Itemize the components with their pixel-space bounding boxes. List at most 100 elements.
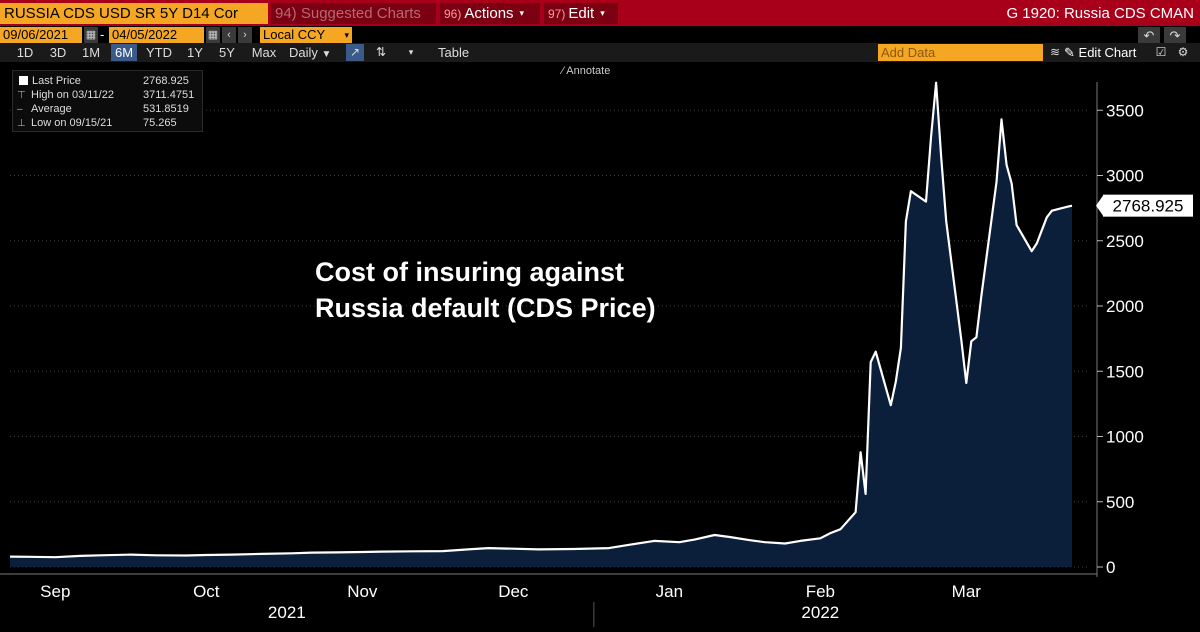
x-tick-label: Oct [193,582,220,601]
actions-menu-button[interactable]: 96) Actions ▾ [440,3,540,24]
y-tick-label: 3000 [1106,167,1144,186]
start-date-input[interactable]: 09/06/2021 [0,27,82,43]
table-button[interactable]: Table [438,45,470,60]
chart-toolbar: 1D 3D 1M 6M YTD 1Y 5Y Max Daily ▼ ↗ ⇅ ▾ … [0,43,1200,62]
chevron-down-icon: ▼ [321,49,332,60]
y-tick-label: 2500 [1106,232,1144,251]
calendar-icon[interactable]: ▦ [206,27,220,43]
add-data-input[interactable]: Add Data [878,44,1043,61]
period-1m[interactable]: 1M [81,45,101,60]
x-year-label: 2021 [268,603,306,622]
legend-box[interactable]: Last Price 2768.925 ⊤ High on 03/11/22 37… [12,70,203,132]
x-year-label: 2022 [801,603,839,622]
average-marker-icon: – [17,104,23,115]
chart-annotation-text: Cost of insuring against Russia default … [315,254,795,326]
last-price-box [1103,194,1193,217]
y-tick-label: 1000 [1106,428,1144,447]
y-axis: 0 500 1000 1500 2000 2500 3000 3500 [1096,82,1144,577]
y-tick-label: 2000 [1106,297,1144,316]
header-bar: RUSSIA CDS USD SR 5Y D14 Cor 94) Suggest… [0,0,1200,26]
edit-num: 97) [548,7,566,21]
legend-value: 531.8519 [143,103,189,115]
frequency-label: Daily [289,45,318,60]
price-area-fill [10,82,1072,567]
annotate-label: Annotate [566,65,611,77]
calendar-icon[interactable]: ▦ [84,27,98,43]
x-tick-label: Mar [952,582,982,601]
period-ytd[interactable]: YTD [146,45,172,60]
x-axis: Sep Oct Nov Dec Jan Feb Mar 2021 2022 [0,573,1097,627]
last-price-value: 2768.925 [1113,197,1184,216]
currency-select[interactable]: Local CCY ▾ [260,27,352,43]
frequency-select[interactable]: Daily ▼ [289,44,331,61]
y-tick-label: 1500 [1106,362,1144,381]
period-3d[interactable]: 3D [49,45,67,60]
redo-icon[interactable]: ↷ [1164,27,1186,44]
pencil-icon: ✎ [1064,45,1075,60]
y-tick-label: 500 [1106,493,1134,512]
period-max[interactable]: Max [251,45,277,60]
low-marker-icon: ⊥ [17,118,26,129]
legend-label: High on 03/11/22 [31,89,114,101]
x-tick-label: Jan [656,582,683,601]
cds-price-chart: 0 500 1000 1500 2000 2500 3000 3500 Sep Oct Nov De… [0,81,1193,627]
legend-low: ⊥ Low on 09/15/21 [17,116,112,130]
annotation-line-2: Russia default (CDS Price) [315,293,656,323]
series-swatch [19,76,28,85]
legend-value: 75.265 [143,117,177,129]
trend-icon[interactable]: ≋ [1049,45,1061,59]
edit-menu-button[interactable]: 97) Edit ▾ [544,3,618,24]
legend-label: Last Price [32,75,81,87]
line-chart-icon[interactable]: ↗ [346,44,364,61]
chart-title: G 1920: Russia CDS CMAN [1006,5,1194,22]
gear-icon[interactable]: ⚙ [1177,45,1189,59]
date-separator: - [100,27,105,42]
legend-high: ⊤ High on 03/11/22 [17,88,114,102]
undo-icon[interactable]: ↶ [1138,27,1160,44]
chevron-down-icon[interactable]: ▾ [408,47,414,57]
legend-value: 2768.925 [143,75,189,87]
x-tick-label: Dec [498,582,529,601]
grid-lines [10,109,1090,568]
actions-label: Actions [464,5,514,22]
ticker-field[interactable]: RUSSIA CDS USD SR 5Y D14 Cor [0,3,268,24]
currency-label: Local CCY [263,27,326,42]
y-tick-label: 0 [1106,558,1115,577]
legend-label: Average [31,103,72,115]
y-tick-label: 3500 [1106,101,1144,120]
annotate-button[interactable]: ∕ Annotate [562,64,636,79]
suggested-charts-label: Suggested Charts [300,5,421,22]
last-price-pointer [1096,195,1103,216]
chevron-down-icon: ▾ [519,8,525,18]
legend-average: – Average [17,102,72,116]
period-5y[interactable]: 5Y [219,45,235,60]
period-1y[interactable]: 1Y [187,45,203,60]
chevron-left-icon[interactable]: ‹ [222,27,236,43]
x-tick-label: Sep [40,582,70,601]
legend-label: Low on 09/15/21 [31,117,113,129]
check-square-icon[interactable]: ☑ [1155,45,1167,59]
suggested-charts-num: 94) [275,5,297,22]
pencil-icon: ∕ [562,65,564,77]
x-tick-label: Nov [347,582,378,601]
suggested-charts-button[interactable]: 94) Suggested Charts [271,3,436,24]
high-marker-icon: ⊤ [17,90,26,101]
legend-value: 3711.4751 [143,89,195,101]
chevron-down-icon: ▾ [344,30,349,40]
end-date-input[interactable]: 04/05/2022 [109,27,204,43]
period-6m[interactable]: 6M [111,44,137,61]
edit-chart-button[interactable]: ✎ Edit Chart [1064,44,1136,61]
price-line [9,81,1073,559]
edit-chart-label: Edit Chart [1078,45,1137,60]
x-tick-label: Feb [806,582,835,601]
actions-num: 96) [444,7,462,21]
edit-label: Edit [568,5,595,22]
bar-chart-icon[interactable]: ⇅ [375,45,387,59]
annotation-line-1: Cost of insuring against [315,257,625,287]
last-price-label: 2768.925 [1096,194,1193,217]
legend-last-price: Last Price [17,74,81,88]
chevron-right-icon[interactable]: › [238,27,252,43]
date-range-bar: 09/06/2021 ▦ - 04/05/2022 ▦ ‹ › Local CC… [0,26,1200,44]
chevron-down-icon: ▾ [600,8,605,18]
period-1d[interactable]: 1D [16,45,34,60]
